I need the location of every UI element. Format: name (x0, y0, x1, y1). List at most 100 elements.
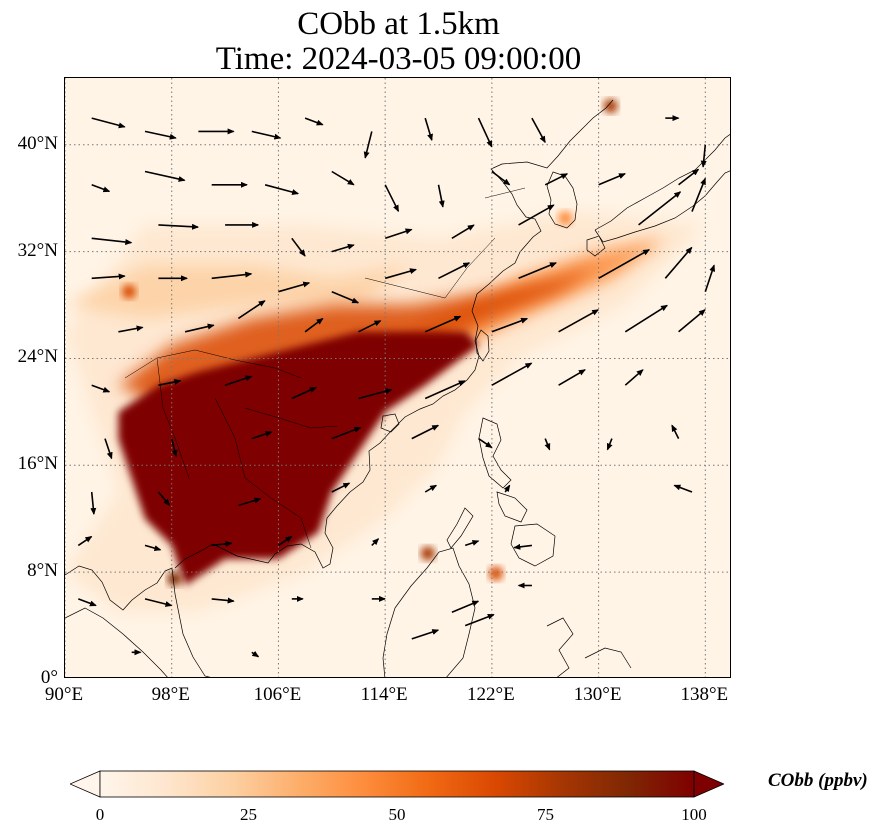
hotspot-borneo (420, 546, 435, 561)
wind-arrow-37 (384, 268, 417, 280)
wind-arrow-17 (437, 184, 445, 208)
wind-arrow-35 (278, 281, 311, 293)
x-tick-label: 130°E (573, 684, 622, 705)
wind-arrow-80 (211, 540, 233, 547)
wind-arrow-74 (331, 482, 351, 493)
hotspot-layer (122, 99, 618, 586)
wind-arrow-21 (678, 168, 700, 186)
wind-arrow-73 (238, 497, 262, 507)
y-tick-label: 16°N (17, 453, 58, 475)
wind-arrow-5 (363, 131, 373, 159)
x-tick-label: 98°E (151, 684, 190, 705)
coastline-korea (546, 171, 578, 229)
wind-arrow-49 (491, 317, 529, 333)
wind-vector-layer (77, 115, 716, 658)
map-canvas[interactable] (65, 78, 731, 678)
map-panel[interactable] (64, 77, 731, 678)
y-tick-label: 40°N (17, 132, 58, 154)
wind-arrow-57 (358, 388, 393, 400)
wind-arrow-72 (157, 491, 171, 506)
colorbar-svg (68, 770, 726, 798)
wind-arrow-78 (77, 535, 93, 547)
y-tick-label: 24°N (17, 346, 58, 368)
x-tick-label: 106°E (253, 684, 302, 705)
coastline-visayas (496, 491, 528, 523)
wind-arrow-87 (211, 597, 235, 604)
wind-arrow-38 (438, 262, 471, 280)
wind-arrow-52 (678, 309, 706, 333)
hotspot-korea-south (558, 211, 573, 226)
wind-arrow-45 (237, 300, 266, 320)
wind-arrow-86 (144, 598, 173, 607)
wind-arrow-85 (78, 598, 97, 607)
wind-arrow-44 (184, 323, 215, 333)
y-tick-label: 32°N (17, 239, 58, 261)
wind-arrow-58 (424, 380, 466, 400)
x-tick-label: 138°E (680, 684, 729, 705)
colorbar-tick-label: 100 (681, 805, 707, 824)
wind-arrow-61 (624, 369, 644, 386)
wind-arrow-10 (700, 144, 707, 168)
wind-arrow-26 (331, 243, 355, 253)
wind-arrow-4 (304, 117, 324, 126)
colorbar-extend-min (68, 770, 101, 798)
wind-arrow-77 (673, 484, 693, 493)
wind-arrow-81 (277, 535, 293, 547)
wind-arrow-65 (331, 426, 362, 440)
wind-arrow-20 (598, 173, 626, 186)
coastline-taiwan (475, 329, 490, 362)
wind-arrow-7 (477, 117, 493, 148)
title-line2: Time: 2024-03-05 09:00:00 (215, 41, 582, 77)
hotspot-hokkaido (603, 99, 618, 114)
wind-arrow-56 (291, 386, 317, 400)
wind-arrow-90 (451, 600, 480, 613)
wind-arrow-53 (91, 384, 111, 393)
coastline-mindanao (510, 523, 556, 567)
wind-arrow-14 (264, 184, 300, 195)
hotspot-mindanao (488, 566, 503, 581)
colorbar-tick-label: 0 (95, 805, 105, 824)
wind-arrow-6 (424, 117, 433, 142)
y-tick-label: 0° (40, 667, 58, 688)
wind-arrow-70 (671, 424, 680, 439)
wind-arrow-50 (558, 309, 600, 333)
wind-arrow-29 (518, 204, 555, 226)
coastline-layer (65, 99, 730, 677)
wind-arrow-43 (118, 325, 144, 333)
wind-arrow-62 (104, 438, 113, 460)
coastline-japan (594, 133, 730, 243)
wind-arrow-23 (158, 223, 199, 230)
coastline-borneo (382, 547, 476, 677)
colorbar-tick-label: 25 (240, 805, 257, 824)
wind-arrow-94 (411, 629, 440, 640)
wind-arrow-60 (558, 369, 586, 386)
wind-arrow-71 (90, 491, 97, 515)
plume-tibet-band (65, 265, 412, 319)
wind-arrow-75 (424, 484, 438, 493)
wind-arrow-32 (91, 273, 126, 280)
wind-arrow-19 (544, 173, 569, 186)
wind-arrow-66 (411, 424, 440, 440)
wind-arrow-12 (144, 170, 186, 182)
wind-arrow-39 (518, 262, 557, 280)
wind-arrow-59 (491, 362, 533, 386)
wind-arrow-51 (624, 304, 668, 333)
coastline-luzon (478, 417, 512, 489)
wind-arrow-67 (478, 437, 493, 449)
wind-arrow-0 (91, 117, 126, 129)
wind-arrow-46 (304, 317, 324, 333)
coastline-sumatra (65, 607, 168, 677)
coastline-kyushu (586, 235, 606, 257)
coastline-palawan (446, 507, 474, 549)
colorbar-extend-max (693, 770, 726, 798)
wind-arrow-18 (491, 170, 511, 186)
wind-arrow-11 (91, 184, 111, 193)
wind-arrow-79 (144, 544, 162, 552)
y-tick-label: 8°N (27, 560, 58, 582)
wind-arrow-25 (291, 237, 306, 257)
wind-arrow-16 (384, 184, 400, 213)
x-tick-label: 90°E (44, 684, 84, 705)
wind-arrow-28 (451, 224, 475, 239)
wind-arrow-8 (531, 117, 546, 144)
wind-arrow-31 (691, 177, 706, 212)
